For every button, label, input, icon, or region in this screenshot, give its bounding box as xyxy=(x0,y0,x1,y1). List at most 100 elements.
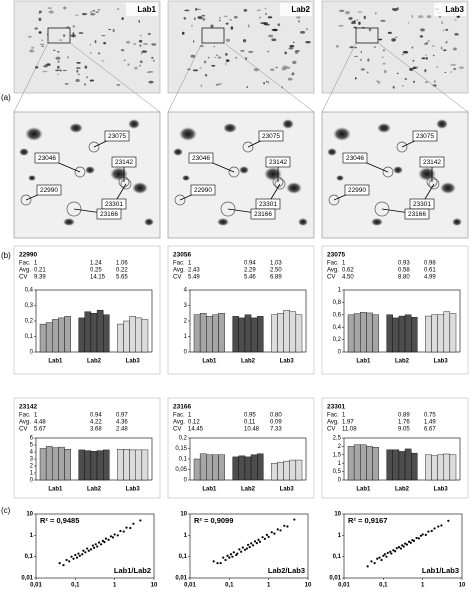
gel-spot xyxy=(151,43,157,46)
y-tick-label: 1 xyxy=(338,533,342,539)
gel-spot xyxy=(353,20,356,23)
gel-spot xyxy=(366,71,369,74)
gel-spot xyxy=(436,65,438,69)
gel-spot xyxy=(213,45,215,48)
spot-box xyxy=(342,152,368,164)
bar xyxy=(84,311,92,353)
scatter-point xyxy=(222,556,225,559)
scatter-point xyxy=(74,553,77,557)
scatter-point xyxy=(286,525,289,528)
spot-label: 23075 xyxy=(108,133,126,140)
stat-value: 5.65 xyxy=(116,275,128,281)
scatter-point xyxy=(389,550,392,553)
chart-frame xyxy=(167,397,315,499)
bar xyxy=(411,317,418,353)
gel-spot xyxy=(450,71,452,74)
spot-circle xyxy=(66,201,82,217)
stat-value: 4.99 xyxy=(424,275,436,281)
gel-spot xyxy=(225,22,229,25)
stat-value: 0.94 xyxy=(244,261,256,267)
spot-box xyxy=(412,130,438,142)
y-tick-label: 0,1 xyxy=(333,554,342,560)
x-tick-label: Lab1 xyxy=(356,487,371,493)
gel-spot xyxy=(148,80,154,84)
gel-spot xyxy=(43,64,48,68)
stat-value: 0.11 xyxy=(244,420,256,426)
gel-spot xyxy=(453,67,457,71)
gel-spot xyxy=(392,85,395,89)
gel-spot xyxy=(253,68,260,72)
inset-spot xyxy=(182,175,190,181)
spot-box xyxy=(104,130,130,142)
gel-spot xyxy=(72,24,76,28)
gel-spot xyxy=(450,63,457,67)
gel-spot xyxy=(67,55,69,59)
scatter-point xyxy=(427,530,430,533)
plot-frame xyxy=(189,513,309,579)
chart-title: 23301 xyxy=(327,404,345,411)
gel-spot xyxy=(431,45,436,47)
gel-spot xyxy=(300,30,306,34)
gel-spot xyxy=(225,52,228,56)
inset-spot xyxy=(440,182,456,194)
stat-value: 1.24 xyxy=(90,261,102,267)
gel-spot xyxy=(419,35,424,38)
bar xyxy=(437,314,444,353)
gel-spot xyxy=(219,17,221,19)
gel-spot xyxy=(264,7,267,10)
gel-spot xyxy=(55,56,61,60)
scatter-point xyxy=(113,533,116,536)
gel-spot xyxy=(138,39,143,43)
bar xyxy=(39,448,47,481)
spot-label: 23166 xyxy=(408,211,426,218)
stat-value: 14.15 xyxy=(90,275,106,281)
y-tick-label: 0,2 xyxy=(333,337,342,343)
x-tick-label: Lab1 xyxy=(356,359,371,365)
gel-spot xyxy=(425,54,427,56)
zoom-line xyxy=(69,42,161,113)
spot-box xyxy=(419,156,445,168)
gel-spot xyxy=(58,39,63,42)
y-tick-label: 10 xyxy=(180,512,187,518)
y-tick-label: 0,1 xyxy=(25,334,34,340)
gel-spot xyxy=(191,24,193,27)
bar xyxy=(257,316,264,353)
inset-spot xyxy=(436,119,448,129)
gel-spot xyxy=(296,16,301,19)
gel-spot xyxy=(260,22,266,24)
inset-spot xyxy=(327,148,337,156)
gel-image xyxy=(167,0,315,94)
scatter-point xyxy=(397,546,401,549)
stat-label: Fac. xyxy=(327,261,339,267)
gel-spot xyxy=(256,9,261,11)
gel-spot xyxy=(271,28,278,31)
scatter-point xyxy=(226,554,229,557)
gel-spot xyxy=(402,50,409,54)
gel-spot xyxy=(432,54,435,57)
stat-value: 9.39 xyxy=(34,275,46,281)
spot-label: 23142 xyxy=(423,159,441,166)
gel-spot xyxy=(458,66,465,70)
gel-spot xyxy=(243,9,248,12)
bar xyxy=(250,317,258,353)
stat-value: 9.05 xyxy=(398,427,410,433)
chart-frame xyxy=(13,245,161,375)
y-tick-label: 1 xyxy=(30,471,34,477)
gel-spot xyxy=(78,31,84,35)
stat-label: CV xyxy=(19,275,27,281)
plot-frame xyxy=(343,513,463,579)
scatter-point xyxy=(395,547,398,550)
gel-spot xyxy=(246,85,248,89)
spot-label: 23046 xyxy=(346,155,364,162)
gel-spot xyxy=(425,42,429,44)
gel-spot xyxy=(92,10,96,12)
stat-value: 10.48 xyxy=(244,427,260,433)
bar xyxy=(206,454,213,481)
spot-circle xyxy=(428,178,440,190)
x-tick-label: Lab2 xyxy=(87,487,102,493)
bar xyxy=(431,455,438,481)
y-tick-label: 0 xyxy=(338,350,342,356)
scatter-point xyxy=(419,534,422,537)
spot-box xyxy=(36,184,62,196)
